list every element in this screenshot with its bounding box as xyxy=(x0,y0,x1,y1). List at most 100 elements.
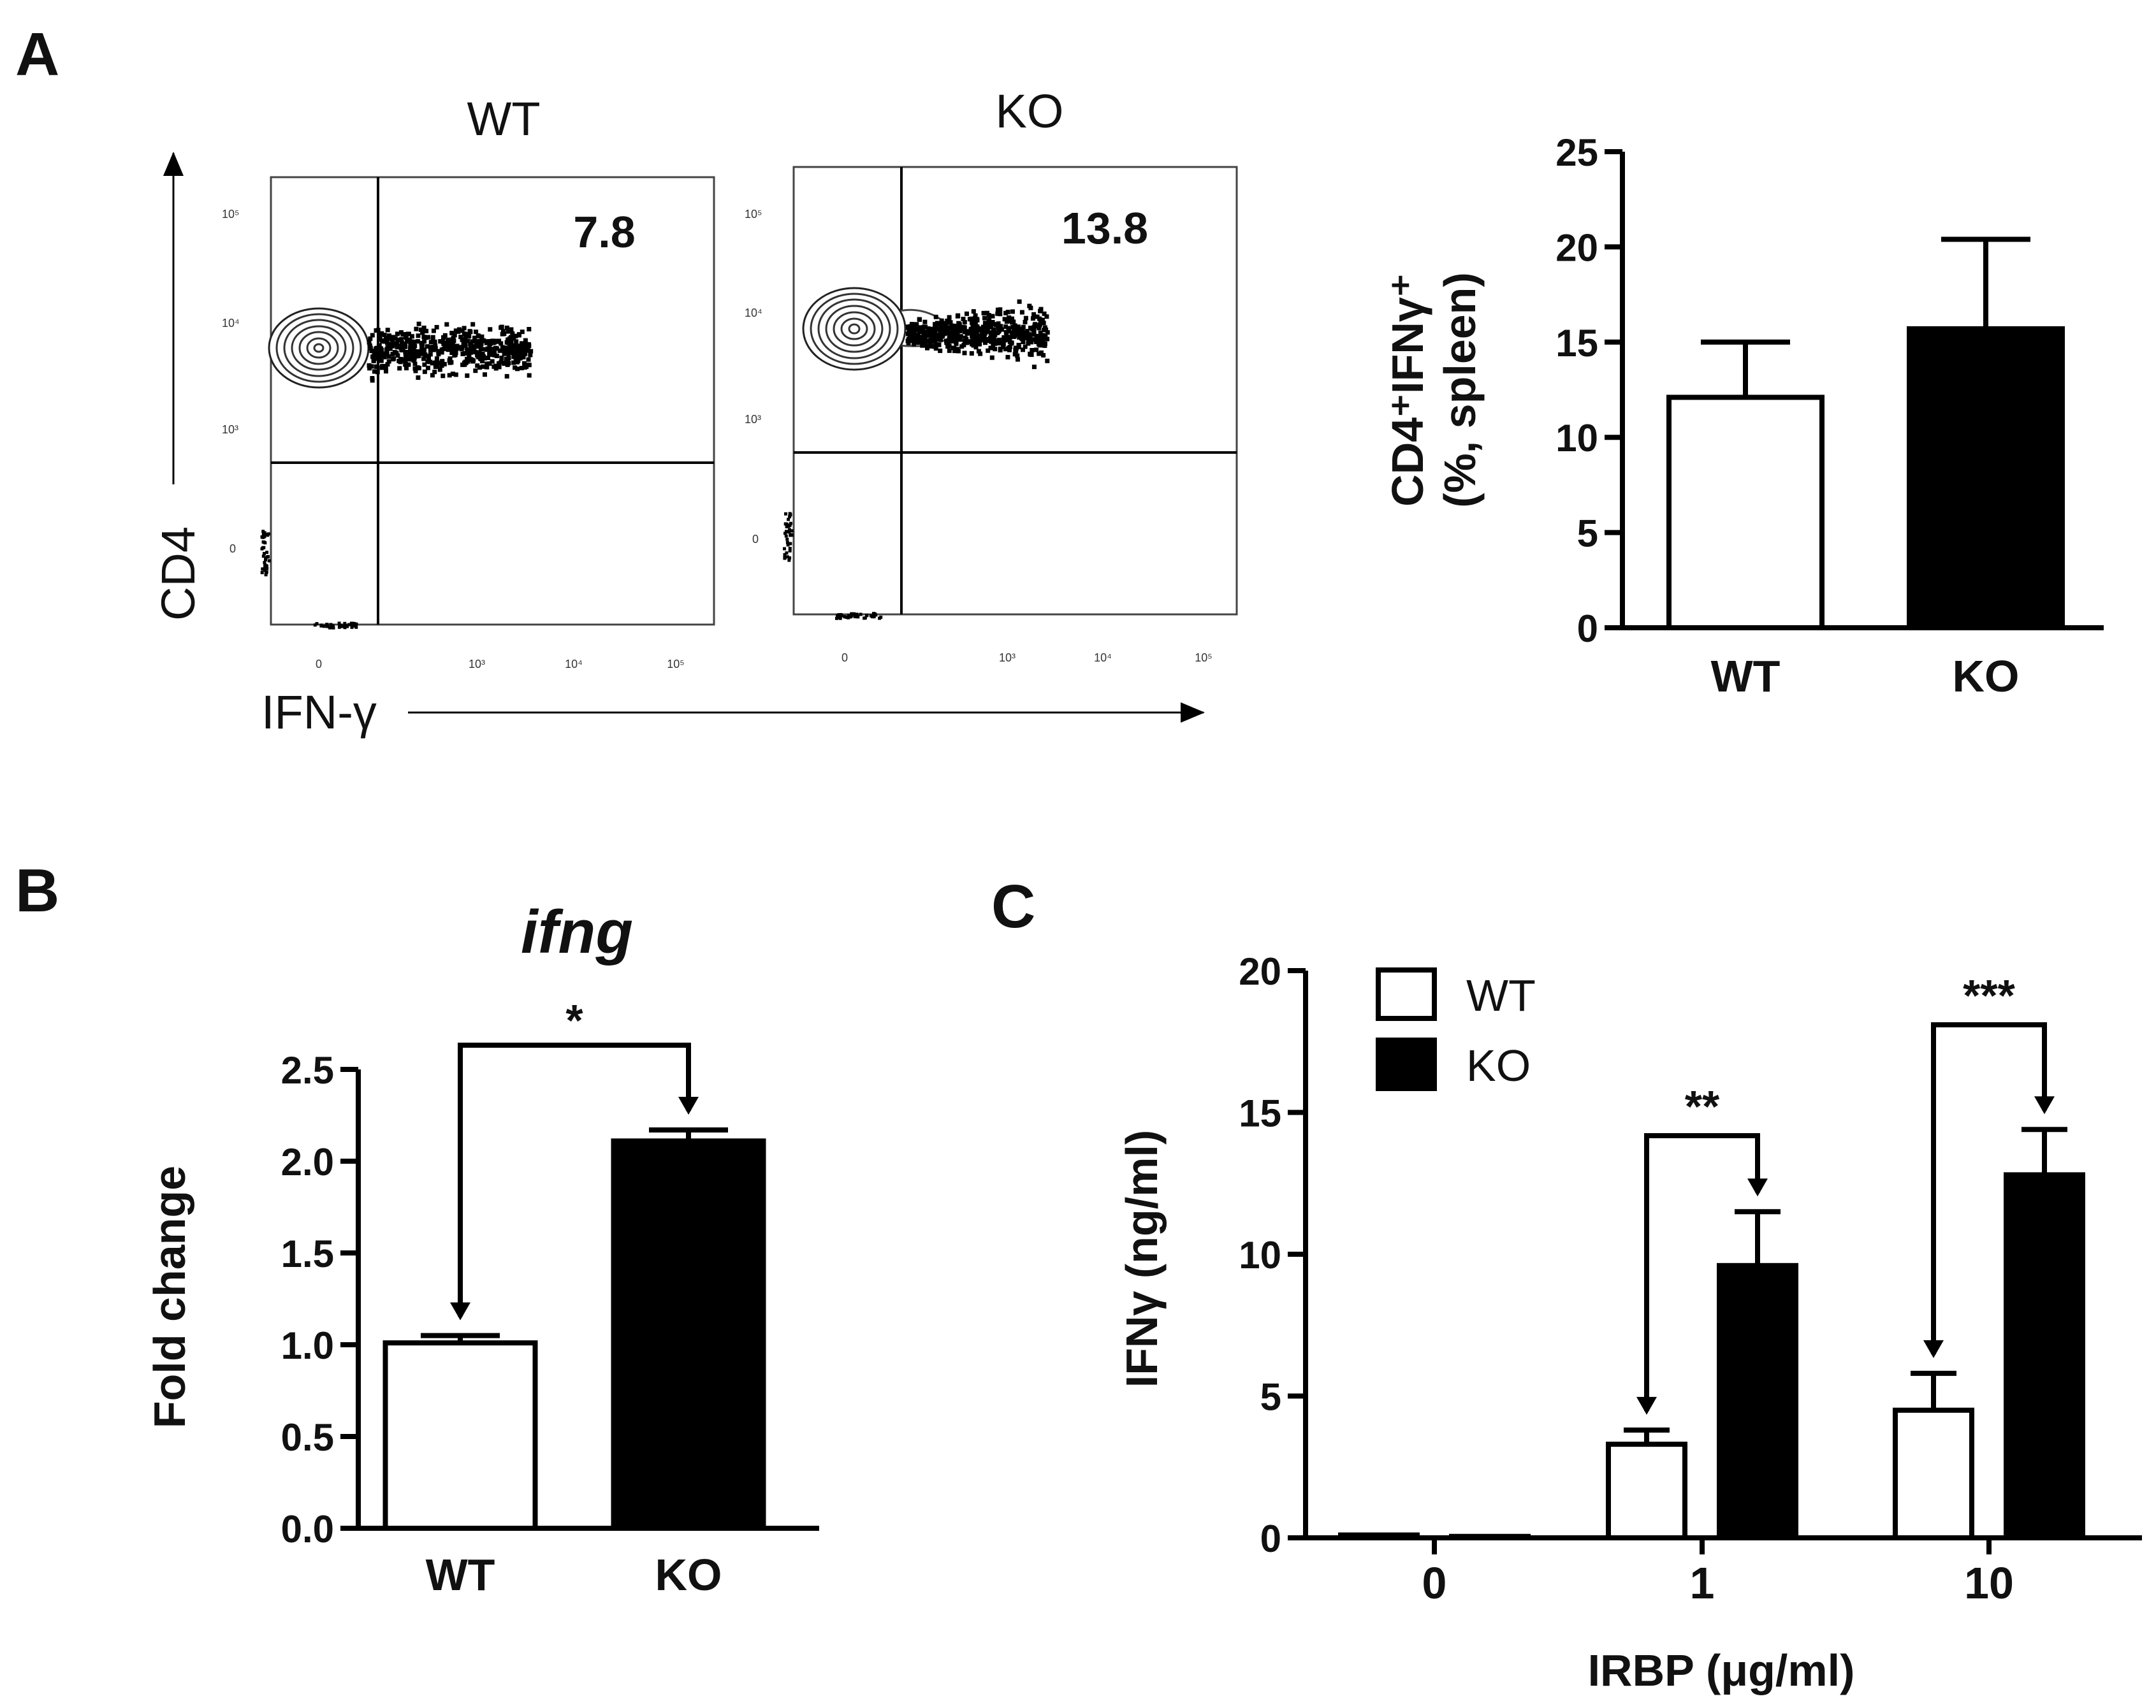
flow-event-dot xyxy=(382,339,388,344)
flow-event-dot xyxy=(910,322,914,327)
flow-event-dot xyxy=(948,320,953,325)
significance-arrowhead xyxy=(1636,1396,1657,1415)
flow-event-dot xyxy=(337,625,341,629)
flow-event-dot xyxy=(502,360,506,365)
flow-event-dot xyxy=(916,340,921,345)
flow-event-dot xyxy=(975,326,980,331)
flow-event-dot xyxy=(319,624,323,628)
flow-event-dot xyxy=(520,344,525,349)
flow-event-dot xyxy=(488,341,493,346)
flow-event-dot xyxy=(945,319,950,323)
flow-event-dot xyxy=(428,347,433,352)
flow-event-dot xyxy=(458,335,463,340)
flow-event-dot xyxy=(380,338,385,343)
flow-event-dot xyxy=(993,347,998,352)
flow-event-dot xyxy=(785,523,789,526)
flow-event-dot xyxy=(998,348,1003,352)
flow-event-dot xyxy=(331,626,335,630)
flow-event-dot xyxy=(990,314,995,319)
flow-event-dot xyxy=(402,341,407,346)
flow-event-dot xyxy=(460,328,465,333)
flow-event-dot xyxy=(785,555,789,559)
flow-event-dot xyxy=(453,328,458,333)
flow-event-dot xyxy=(474,342,479,347)
flow-contour-wt xyxy=(268,307,370,389)
flow-event-dot xyxy=(368,345,373,351)
flow-event-dot xyxy=(847,614,850,618)
flow-event-dot xyxy=(527,327,532,331)
flow-event-dot xyxy=(513,350,518,355)
flow-event-dot xyxy=(413,368,418,373)
flow-event-dot xyxy=(973,327,978,332)
flow-event-dot xyxy=(474,329,479,335)
flow-event-dot xyxy=(500,329,506,334)
legend-label-wt: WT xyxy=(1466,971,1536,1020)
flow-event-dot xyxy=(956,313,961,318)
flow-event-dot xyxy=(783,532,787,535)
flow-event-dot xyxy=(908,324,914,329)
flow-ytick-wt-0: 0 xyxy=(229,542,236,555)
flow-event-dot xyxy=(260,547,264,551)
flow-event-dot xyxy=(906,340,911,345)
flow-event-dot xyxy=(387,344,392,349)
flow-event-dot xyxy=(403,344,408,349)
flow-event-dot xyxy=(783,547,786,551)
flow-event-dot xyxy=(846,616,850,619)
flow-event-dot xyxy=(785,551,789,555)
flow-event-dot xyxy=(917,329,922,334)
flow-event-dot xyxy=(483,372,487,377)
flow-event-dot xyxy=(441,373,446,379)
flow-event-dot xyxy=(1031,365,1037,370)
bar-wt-0 xyxy=(1338,1532,1420,1541)
flow-event-dot xyxy=(975,341,980,346)
bar-wt-10 xyxy=(1893,1407,1974,1540)
y-axis-label: CD4⁺IFNγ⁺(%, spleen) xyxy=(1383,272,1485,508)
flow-event-dot xyxy=(463,343,468,348)
flow-event-dot xyxy=(492,364,497,369)
flow-event-dot xyxy=(525,343,530,348)
flow-event-dot xyxy=(495,339,500,344)
flow-event-dot xyxy=(938,337,943,342)
flow-event-dot xyxy=(388,336,392,341)
flow-event-dot xyxy=(523,348,528,353)
flow-event-dot xyxy=(404,366,409,371)
flow-event-dot xyxy=(783,553,787,556)
flow-event-dot xyxy=(436,349,441,354)
flow-event-dot xyxy=(499,356,504,360)
flow-event-dot xyxy=(395,331,400,337)
flow-event-dot xyxy=(1014,328,1019,333)
flow-event-dot xyxy=(998,324,1003,329)
flow-event-dot xyxy=(996,321,1001,326)
flow-event-dot xyxy=(973,345,979,350)
flow-ytick-wt-1e4: 10⁴ xyxy=(222,317,240,329)
flow-axis-ticks-ko: 10⁵ 10⁴ 10³ 0 0 10³ 10⁴ 10⁵ xyxy=(745,208,1213,664)
flow-event-dot xyxy=(456,345,461,350)
flow-event-dot xyxy=(451,335,456,340)
flow-event-dot xyxy=(509,351,514,356)
flow-event-dot xyxy=(983,331,987,336)
flow-event-dot xyxy=(952,345,957,351)
flow-event-dot xyxy=(1040,318,1045,323)
flow-event-dot xyxy=(1038,333,1044,338)
flow-event-dot xyxy=(787,530,791,534)
flow-x-axis-label: IFN-γ xyxy=(261,686,377,739)
flow-event-dot xyxy=(477,350,482,355)
flow-event-dot xyxy=(1012,333,1017,338)
flow-event-dot xyxy=(1012,329,1017,335)
flow-event-dot xyxy=(986,319,991,324)
flow-event-dot xyxy=(523,338,528,343)
flow-event-dot xyxy=(462,351,467,356)
x-tick-label: WT xyxy=(426,1550,495,1600)
flow-event-dot xyxy=(950,330,955,335)
flow-event-dot xyxy=(435,363,440,368)
flow-event-dot xyxy=(908,337,913,341)
flow-event-dot xyxy=(947,315,952,320)
flow-event-dot xyxy=(382,354,387,359)
flow-event-dot xyxy=(1007,319,1012,324)
flow-event-dot xyxy=(1038,307,1044,312)
flow-event-dot xyxy=(368,336,373,341)
flow-event-dot xyxy=(472,344,477,349)
flow-event-dot xyxy=(996,337,1002,342)
flow-event-dot xyxy=(938,321,943,326)
flow-event-dot xyxy=(331,624,335,628)
